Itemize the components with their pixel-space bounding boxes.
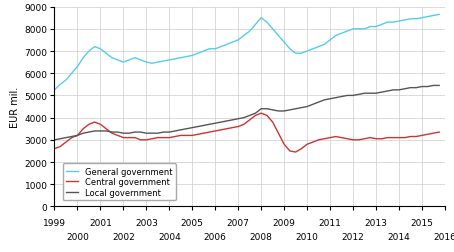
General government [276,35,281,38]
Line: Central government: Central government [54,114,439,152]
Text: 1999: 1999 [43,218,66,228]
Text: 2007: 2007 [227,218,250,228]
Central government [339,137,344,140]
Text: 2010: 2010 [296,233,319,241]
Local government [276,110,281,113]
Local government [270,109,276,112]
General government [396,20,402,23]
Central government [258,112,264,115]
Central government [52,148,57,151]
General government [52,89,57,92]
General government [436,14,442,17]
Text: 2012: 2012 [342,233,365,241]
Local government [138,131,143,134]
Legend: General government, Central government, Local government: General government, Central government, … [63,164,176,201]
Text: 2000: 2000 [66,233,89,241]
Central government [408,136,413,139]
Text: 2014: 2014 [388,233,410,241]
Central government [293,151,298,154]
Text: 2005: 2005 [181,218,204,228]
Central government [402,137,407,140]
Text: 2015: 2015 [410,218,434,228]
Local government [396,89,402,92]
Local government [212,122,218,125]
Local government [52,139,57,142]
Central government [436,131,442,134]
Line: Local government: Local government [54,86,439,140]
Text: 2008: 2008 [250,233,272,241]
Central government [368,137,373,140]
Central government [414,136,419,139]
Text: 2009: 2009 [273,218,296,228]
Line: General government: General government [54,15,439,90]
Text: 2016: 2016 [434,233,454,241]
Text: 2002: 2002 [112,233,135,241]
General government [138,59,143,62]
Text: 2004: 2004 [158,233,181,241]
Text: 2011: 2011 [319,218,341,228]
Local government [431,85,436,88]
Central government [321,138,327,141]
Text: 2006: 2006 [204,233,227,241]
General government [425,16,430,19]
Local government [436,85,442,88]
General government [270,28,276,31]
Y-axis label: EUR mil.: EUR mil. [10,86,20,128]
Text: 2001: 2001 [89,218,112,228]
Local government [143,132,149,135]
General government [143,61,149,64]
Text: 2003: 2003 [135,218,158,228]
Text: 2013: 2013 [365,218,387,228]
